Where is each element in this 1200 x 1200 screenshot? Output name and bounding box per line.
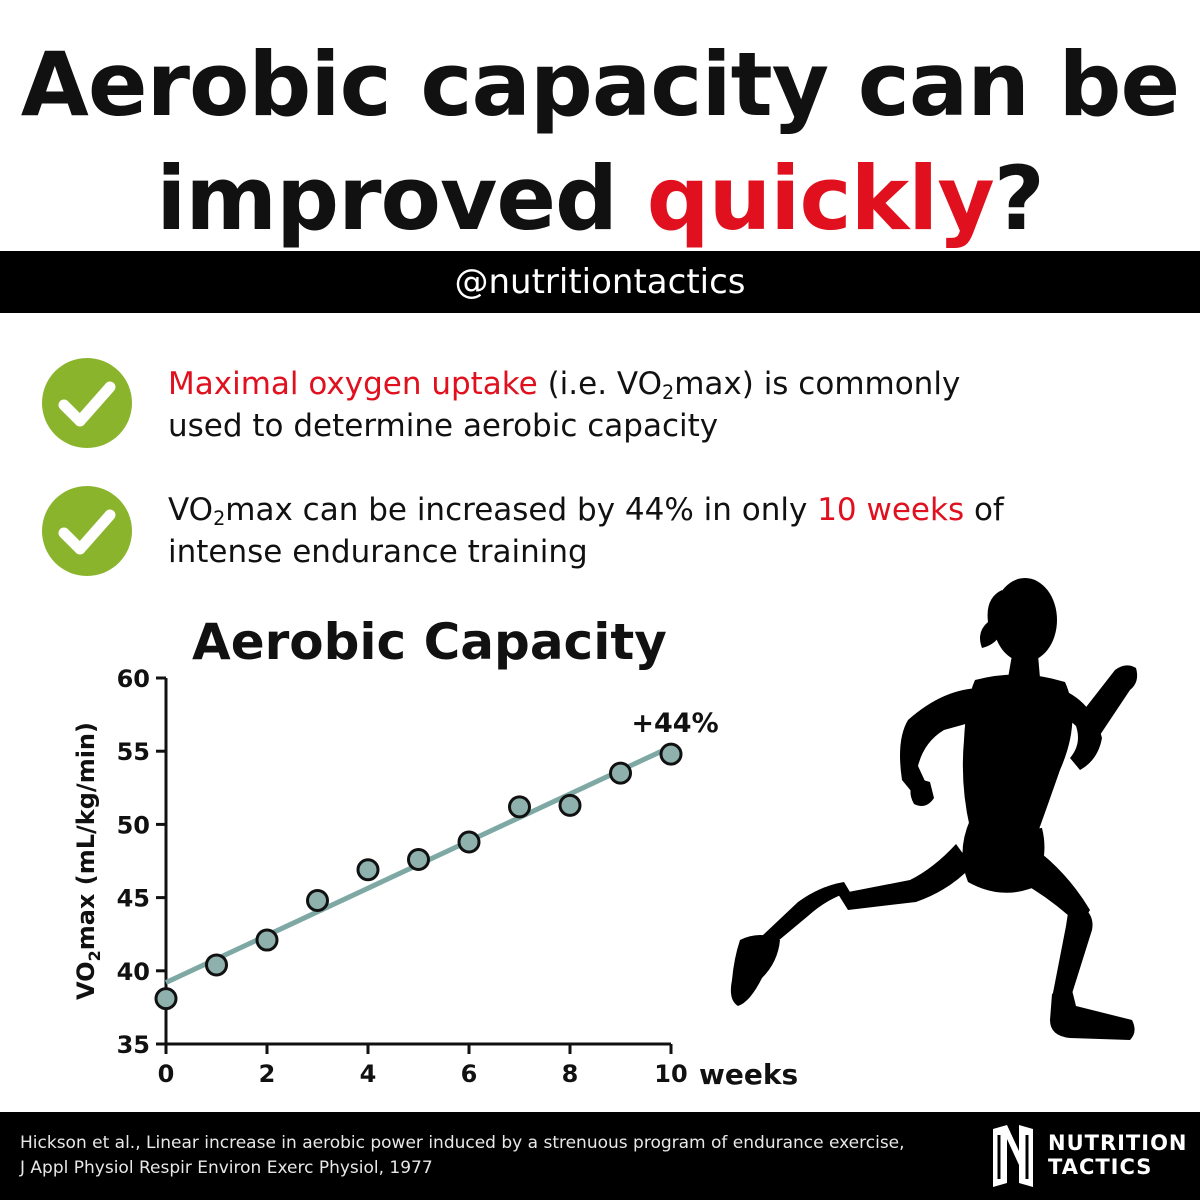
x-tick-label: 10 (654, 1060, 687, 1088)
citation-line-2: J Appl Physiol Respir Environ Exerc Phys… (20, 1158, 433, 1178)
data-points (154, 742, 683, 1011)
title-line-1: Aerobic capacity can be (20, 33, 1180, 136)
y-axis-label-text: VO2max (mL/kg/min) (72, 722, 104, 1000)
key-point-2-subscript: 2 (213, 506, 226, 530)
data-point (356, 858, 380, 882)
data-point (255, 928, 279, 952)
y-tick-label: 45 (117, 885, 150, 913)
chart-ticks: 35 40 45 50 55 60 0 2 4 6 8 10 weeks (117, 665, 799, 1091)
brand-line-2: TACTICS (1048, 1155, 1153, 1179)
key-point-1-part-a: (i.e. VO (537, 366, 662, 402)
x-tick-label: 2 (259, 1060, 276, 1088)
key-point-2-line-2: intense endurance training (168, 534, 588, 570)
key-point-2: VO2max can be increased by 44% in only 1… (42, 486, 1172, 596)
data-point (306, 889, 329, 913)
key-point-2-part-b: max can be increased by 44% in only (225, 492, 818, 528)
title-accent-word: quickly (646, 147, 995, 250)
title-line-2-end: ? (993, 147, 1045, 250)
data-point (508, 795, 531, 819)
y-tick-label: 35 (117, 1031, 150, 1059)
key-point-1-part-b: max) is commonly (674, 366, 961, 402)
x-axis-label: weeks (699, 1058, 798, 1091)
title-line-2-start: improved (156, 147, 647, 250)
citation-line-1: Hickson et al., Linear increase in aerob… (20, 1133, 905, 1153)
page-title: Aerobic capacity can be improved quickly… (0, 28, 1200, 256)
chart-title: Aerobic Capacity (192, 613, 667, 671)
key-point-1: Maximal oxygen uptake (i.e. VO2max) is c… (42, 358, 1172, 468)
increase-annotation: +44% (631, 708, 718, 739)
x-tick-label: 0 (158, 1060, 175, 1088)
handle-banner: @nutritiontactics (0, 251, 1200, 313)
vo2max-scatter-chart: VO2max (mL/kg/min) 35 40 45 50 55 60 0 2 4 6 8 10 we… (72, 665, 799, 1091)
key-point-1-highlight: Maximal oxygen uptake (168, 366, 538, 402)
y-tick-label: 50 (117, 811, 150, 839)
x-tick-label: 4 (360, 1060, 377, 1088)
chart-axes (164, 678, 671, 1046)
check-circle-icon (42, 486, 132, 576)
data-point (558, 793, 582, 817)
data-point (609, 761, 632, 785)
key-point-1-subscript: 2 (661, 380, 675, 404)
key-point-2-part-c: of (964, 492, 1004, 528)
y-tick-label: 60 (117, 665, 150, 693)
brand-wordmark: NUTRITION TACTICS (1048, 1131, 1188, 1179)
check-circle-icon (42, 358, 132, 448)
key-point-2-part-a: VO (168, 492, 214, 528)
key-point-1-line-2: used to determine aerobic capacity (168, 408, 719, 444)
data-point (154, 987, 178, 1011)
brand-line-1: NUTRITION (1048, 1131, 1188, 1155)
y-tick-label: 55 (117, 738, 150, 766)
x-tick-label: 6 (461, 1060, 478, 1088)
nt-monogram-icon (993, 1125, 1033, 1187)
data-point (205, 953, 228, 977)
footer-bar: Hickson et al., Linear increase in aerob… (0, 1112, 1200, 1200)
key-point-2-highlight: 10 weeks (817, 492, 965, 528)
key-point-1-line-1: Maximal oxygen uptake (i.e. VO2max) is c… (168, 363, 960, 405)
x-tick-label: 8 (562, 1060, 579, 1088)
brand-logo: NUTRITION TACTICS (985, 1120, 1188, 1192)
key-point-2-text: VO2max can be increased by 44% in only 1… (168, 489, 1004, 573)
citation: Hickson et al., Linear increase in aerob… (20, 1131, 905, 1181)
data-point (457, 830, 481, 854)
data-point (407, 848, 430, 872)
social-handle: @nutritiontactics (454, 262, 746, 302)
y-tick-label: 40 (117, 958, 150, 986)
data-point (659, 742, 683, 766)
title-line-2: improved quickly? (0, 142, 1200, 256)
key-point-1-text: Maximal oxygen uptake (i.e. VO2max) is c… (168, 363, 960, 447)
y-axis-label: VO2max (mL/kg/min) (72, 722, 104, 1000)
chart-annotations: +44% (631, 708, 718, 739)
runner-silhouette-icon (730, 578, 1138, 1040)
key-point-2-line-1: VO2max can be increased by 44% in only 1… (168, 489, 1004, 531)
